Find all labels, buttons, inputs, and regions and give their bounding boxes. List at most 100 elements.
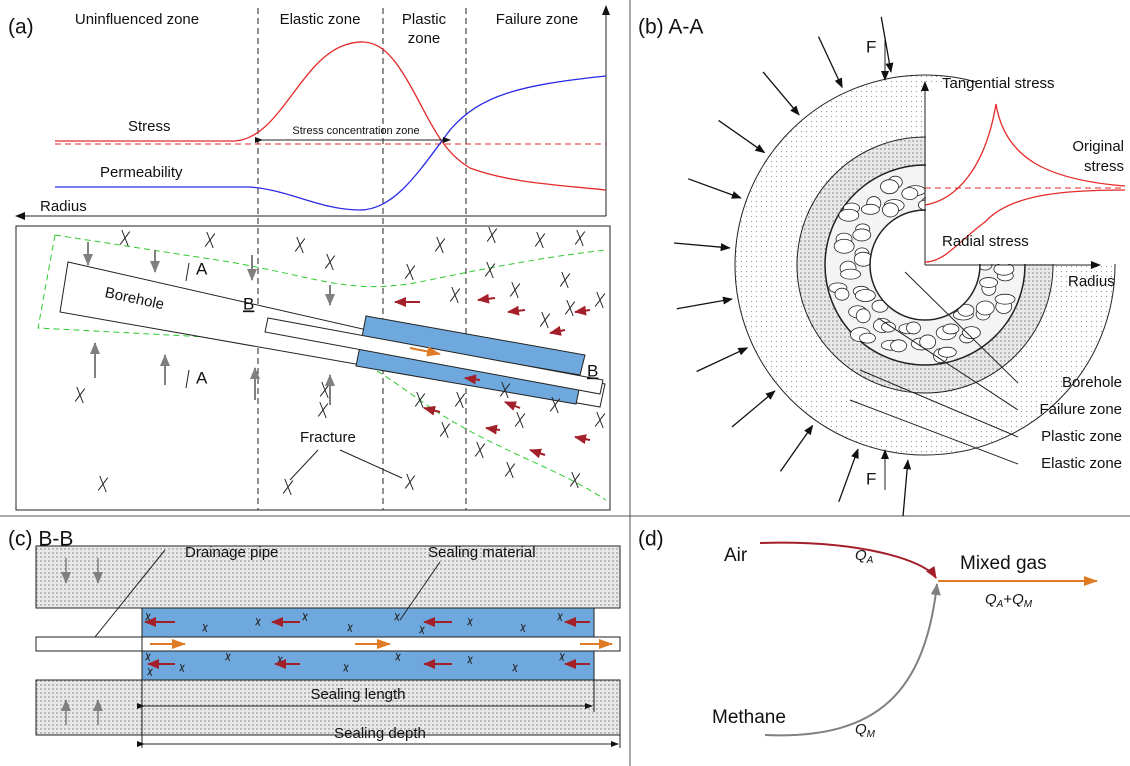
fracture-mark	[295, 237, 305, 253]
fracture-mark	[75, 387, 85, 403]
zone-label: Elastic zone	[280, 11, 361, 28]
pebble	[841, 269, 861, 279]
section-mark	[186, 370, 189, 388]
zone-label-line: zone	[408, 30, 441, 47]
pressure-arrow	[903, 460, 908, 516]
zone-label: Failure zone	[496, 11, 579, 28]
curve-label: Radial stress	[942, 233, 1029, 250]
pebble	[902, 188, 918, 200]
panel-a: (a) Uninfluenced zone Elastic zone Plast…	[8, 6, 610, 510]
fracture-mark	[505, 462, 515, 478]
rate-label: QM	[855, 721, 876, 740]
pebble	[835, 288, 849, 300]
zone-label-line: Plastic	[402, 11, 447, 28]
fracture-mark	[475, 442, 485, 458]
pressure-arrow	[881, 17, 891, 72]
zone-label: Elastic zone	[1041, 455, 1122, 472]
drainage-pipe	[36, 637, 620, 651]
fracture-mark	[540, 312, 550, 328]
pebble	[853, 229, 871, 241]
fracture-mark	[575, 230, 585, 246]
pressure-arrow	[839, 449, 858, 502]
fracture-mark	[320, 382, 330, 398]
force-label: F	[866, 37, 876, 56]
pressure-arrow	[732, 391, 775, 427]
pebble	[938, 347, 956, 357]
fracture-mark	[455, 392, 465, 408]
subscript: M	[867, 729, 876, 740]
fracture-mark	[595, 292, 605, 308]
subscript: A	[866, 555, 874, 566]
fracture-mark	[595, 412, 605, 428]
symbol: Q	[1012, 591, 1024, 608]
flow-arrow	[575, 437, 590, 440]
pebble	[995, 294, 1015, 304]
fracture-mark	[415, 392, 425, 408]
flow-arrow	[424, 408, 440, 412]
flow-arrow	[575, 310, 590, 312]
pressure-arrow	[688, 179, 741, 198]
leader-line	[340, 450, 402, 478]
section-label: A	[196, 259, 208, 278]
curve-label: Tangential stress	[942, 75, 1055, 92]
symbol: Q	[855, 721, 867, 738]
fracture-mark	[120, 230, 130, 246]
permeability-curve	[55, 76, 606, 210]
pebble	[882, 203, 898, 217]
fracture-mark	[435, 237, 445, 253]
section-label: A	[196, 368, 208, 387]
pressure-arrow	[780, 426, 812, 472]
panel-d: (d) Air Mixed gas Methane QA QA+QM QM	[638, 528, 1097, 740]
fracture-mark	[487, 227, 497, 243]
panel-label: (b) A-A	[638, 16, 703, 39]
section-label: B	[243, 294, 254, 313]
pebble	[980, 278, 998, 288]
fracture-mark	[98, 476, 108, 492]
pebble	[891, 340, 907, 352]
section-label: B	[587, 361, 598, 380]
flow-label: Methane	[712, 707, 786, 728]
pebble	[881, 322, 895, 332]
axis-label: Radius	[1068, 273, 1115, 290]
operator: +	[1003, 591, 1012, 608]
fracture-mark	[283, 479, 293, 495]
fracture-mark	[318, 402, 328, 418]
pressure-arrow	[677, 299, 732, 309]
curve-label: Permeability	[100, 164, 183, 181]
flow-arrow	[550, 330, 565, 333]
subscript: M	[1024, 599, 1033, 610]
fracture-mark	[405, 264, 415, 280]
flow-arrow	[486, 428, 500, 430]
pressure-arrow	[674, 243, 730, 248]
curve-label-line: Original	[1072, 138, 1124, 155]
zone-label: Plastic zone	[1041, 428, 1122, 445]
zone-label: Failure zone	[1039, 401, 1122, 418]
pebble	[860, 333, 876, 343]
fracture-mark	[485, 262, 495, 278]
fracture-mark	[405, 474, 415, 490]
fracture-mark	[325, 254, 335, 270]
pebble	[880, 180, 898, 194]
curve-label: Stress	[128, 118, 171, 135]
callout: Sealing material	[428, 544, 536, 561]
pebble	[856, 309, 870, 323]
flow-label: Mixed gas	[960, 553, 1047, 574]
callout: Drainage pipe	[185, 544, 278, 561]
fracture-mark	[565, 300, 575, 316]
pressure-arrow	[697, 348, 748, 372]
pressure-arrow	[763, 72, 799, 115]
pressure-arrow	[819, 37, 843, 88]
zone-label: Uninfluenced zone	[75, 11, 199, 28]
pebble	[906, 322, 920, 334]
pebble	[861, 204, 879, 214]
dimension-label: Sealing depth	[334, 725, 426, 742]
pressure-arrow	[719, 120, 765, 152]
panel-label: (a)	[8, 16, 34, 39]
zone-label: Borehole	[1062, 374, 1122, 391]
curve-label-line: stress	[1084, 158, 1124, 175]
dimension-label: Sealing length	[310, 686, 405, 703]
pebble	[839, 209, 859, 221]
flow-arrow	[508, 310, 525, 312]
panel-label: (d)	[638, 528, 664, 551]
flow-arrow	[530, 450, 545, 455]
